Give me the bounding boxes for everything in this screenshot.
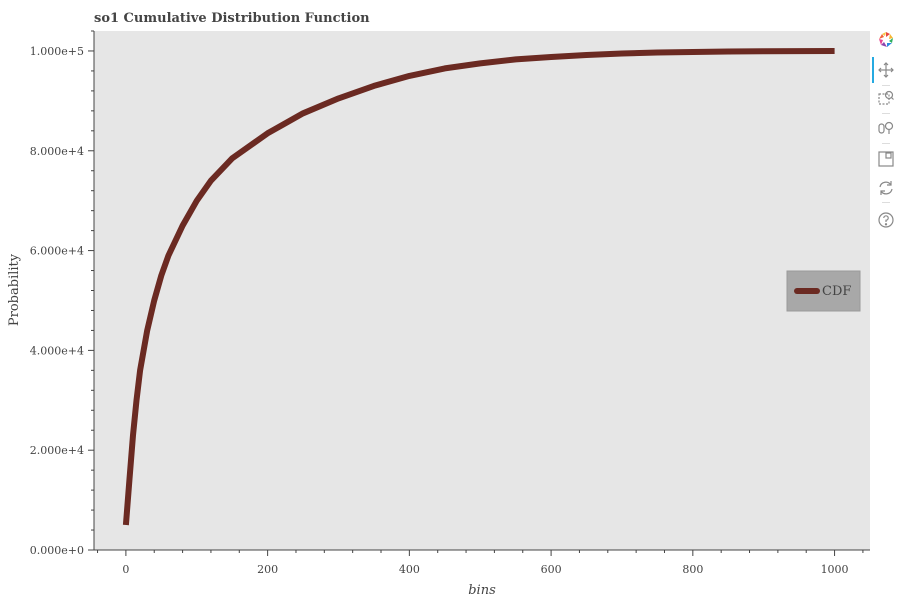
axes: 0 200 400 600 800 1000 0.000e+0 2.000e+4 4.000e+… [30, 30, 870, 576]
x-tick-label: 400 [399, 563, 420, 576]
x-tick-label: 0 [122, 563, 129, 576]
plot-area[interactable] [94, 31, 870, 550]
series-layer [122, 48, 835, 526]
active-tool-indicator [872, 57, 874, 83]
toolbar [872, 30, 900, 240]
save-icon[interactable] [876, 149, 896, 169]
toolbar-divider [882, 143, 890, 144]
y-tick-label: 8.000e+4 [30, 145, 84, 158]
series-line-cdf [122, 48, 835, 526]
pan-icon[interactable] [876, 60, 896, 80]
bokeh-logo-icon[interactable] [876, 30, 896, 50]
y-tick-label: 2.000e+4 [30, 444, 84, 457]
legend[interactable]: CDF [786, 270, 861, 312]
chart-title: so1 Cumulative Distribution Function [94, 11, 370, 26]
wheel-zoom-icon[interactable] [876, 118, 896, 138]
toolbar-divider [882, 202, 890, 203]
y-tick-label: 4.000e+4 [30, 344, 84, 357]
toolbar-divider [882, 85, 890, 86]
x-axis-label: bins [468, 583, 496, 598]
y-tick-label: 1.000e+5 [30, 45, 84, 58]
x-tick-label: 600 [541, 563, 562, 576]
toolbar-divider [882, 113, 890, 114]
legend-label-cdf: CDF [822, 284, 851, 299]
x-tick-label: 200 [257, 563, 278, 576]
y-tick-label: 6.000e+4 [30, 245, 84, 258]
x-tick-label: 1000 [821, 563, 849, 576]
y-axis-label: Probability [7, 253, 22, 326]
y-tick-label: 0.000e+0 [30, 544, 84, 557]
x-tick-label: 800 [682, 563, 703, 576]
help-icon[interactable] [876, 210, 896, 230]
box-zoom-icon[interactable] [876, 88, 896, 108]
reset-icon[interactable] [876, 178, 896, 198]
